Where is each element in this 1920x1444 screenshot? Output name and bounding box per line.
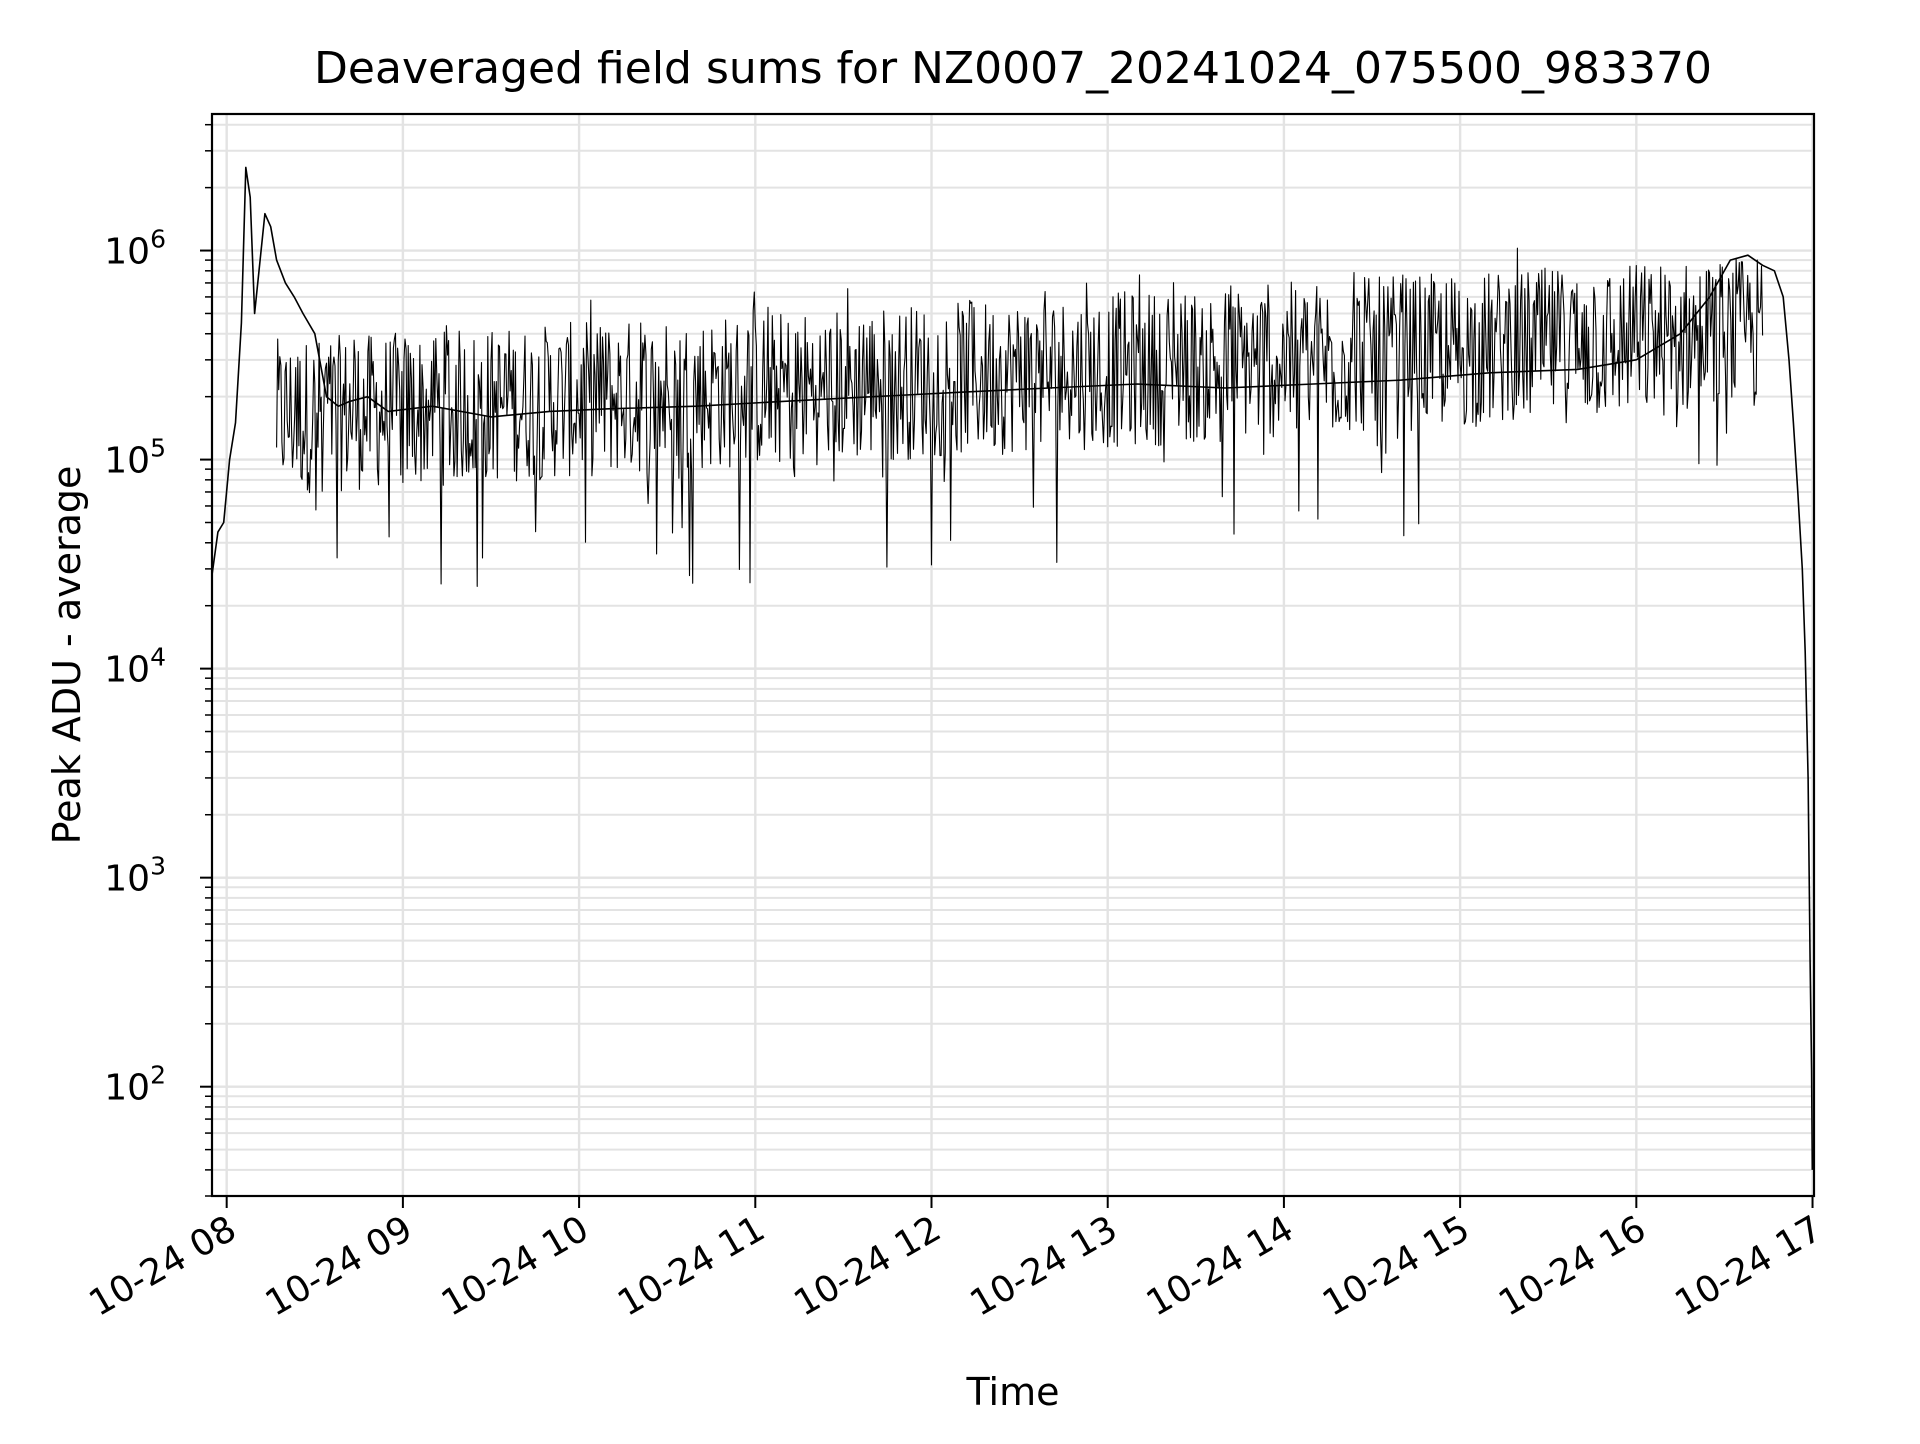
x-tick-label: 10-24 12 — [787, 1208, 948, 1324]
grid-lines — [212, 114, 1814, 1197]
x-tick-label: 10-24 10 — [435, 1208, 596, 1324]
axes: 10-24 08 10-24 09 10-24 10 10-24 11 10-24 12… — [83, 123, 1829, 1325]
y-tick-label: 106 — [104, 225, 166, 273]
chart-title: Deaveraged field sums for NZ0007_2024102… — [314, 43, 1712, 94]
data-layer — [211, 166, 1814, 1170]
y-tick-label: 103 — [104, 852, 166, 900]
x-tick-label: 10-24 16 — [1492, 1208, 1653, 1324]
x-tick-label: 10-24 09 — [259, 1208, 420, 1324]
x-tick-label: 10-24 08 — [83, 1208, 244, 1324]
x-tick-label: 10-24 15 — [1316, 1208, 1477, 1324]
x-tick-label: 10-24 11 — [611, 1208, 772, 1324]
series-noise-trace — [276, 247, 1764, 587]
y-tick-label: 105 — [104, 434, 166, 482]
y-axis-label: Peak ADU - average — [45, 466, 89, 845]
plot-frame — [210, 112, 1816, 1198]
x-axis-label: Time — [966, 1370, 1060, 1414]
x-tick-label: 10-24 14 — [1140, 1208, 1301, 1324]
y-tick-label: 102 — [104, 1061, 166, 1109]
x-tick-label: 10-24 17 — [1668, 1208, 1829, 1324]
y-tick-label: 104 — [104, 643, 166, 691]
x-tick-label: 10-24 13 — [964, 1208, 1125, 1324]
